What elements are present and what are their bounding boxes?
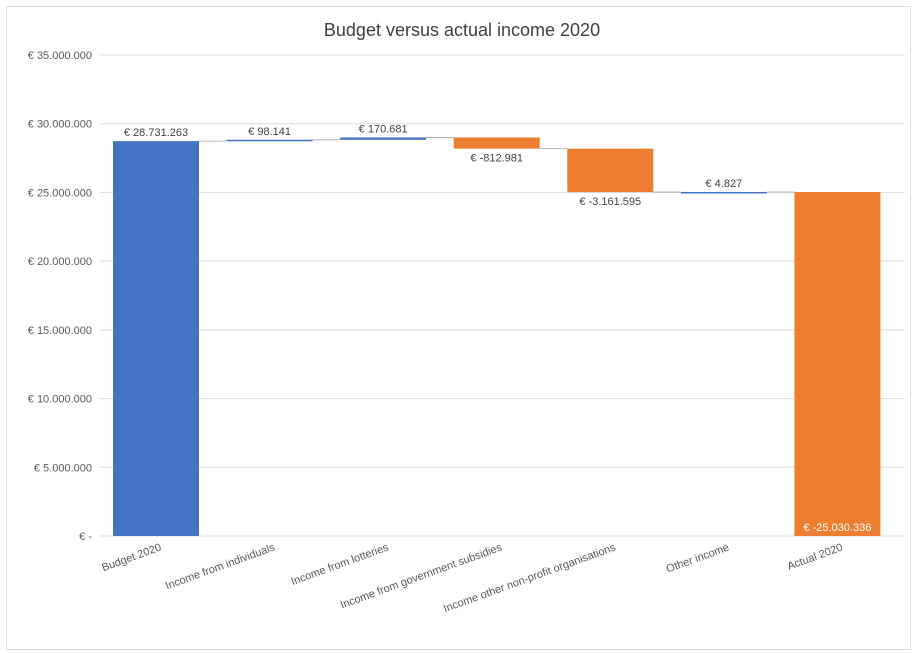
x-axis-category-labels: Budget 2020 Income from individuals Income…: [100, 541, 844, 615]
x-category-label: Other income: [665, 542, 731, 576]
y-tick-label: € 30.000.000: [28, 119, 92, 131]
data-label: € 170.681: [359, 123, 408, 135]
bar: [680, 192, 767, 194]
y-tick-label: € 20.000.000: [28, 256, 92, 268]
bar: [113, 141, 199, 536]
bar: [794, 192, 881, 537]
data-labels: € 28.731.263 € 98.141 € 170.681 € -812.981 €…: [124, 123, 871, 534]
chart-title: Budget versus actual income 2020: [324, 20, 600, 40]
y-tick-label: € 5.000.000: [34, 462, 92, 474]
x-category-label: Income from individuals: [164, 541, 277, 592]
x-category-label: Actual 2020: [786, 542, 845, 573]
data-label: € -812.981: [470, 153, 523, 165]
data-label: € 98.141: [248, 126, 291, 138]
connectors: [199, 137, 795, 193]
bar: [226, 139, 313, 142]
gridlines: [100, 54, 905, 537]
x-category-label: Income from lotteries: [290, 541, 391, 588]
data-label: € -25.030.336: [803, 522, 871, 534]
bars: [113, 137, 881, 537]
y-tick-label: € 35.000.000: [28, 50, 92, 62]
data-label: € 4.827: [706, 178, 743, 190]
y-tick-label: € -: [79, 531, 92, 543]
bar: [567, 148, 654, 193]
y-axis-tick-labels: € - € 5.000.000 € 10.000.000 € 15.000.000 € …: [28, 50, 93, 543]
bar: [453, 137, 540, 149]
y-tick-label: € 15.000.000: [28, 325, 92, 337]
bar: [340, 137, 427, 140]
x-category-label: Budget 2020: [100, 542, 163, 575]
y-tick-label: € 10.000.000: [28, 394, 92, 406]
data-label: € -3.161.595: [579, 196, 641, 208]
data-label: € 28.731.263: [124, 127, 188, 139]
y-tick-label: € 25.000.000: [28, 187, 92, 199]
